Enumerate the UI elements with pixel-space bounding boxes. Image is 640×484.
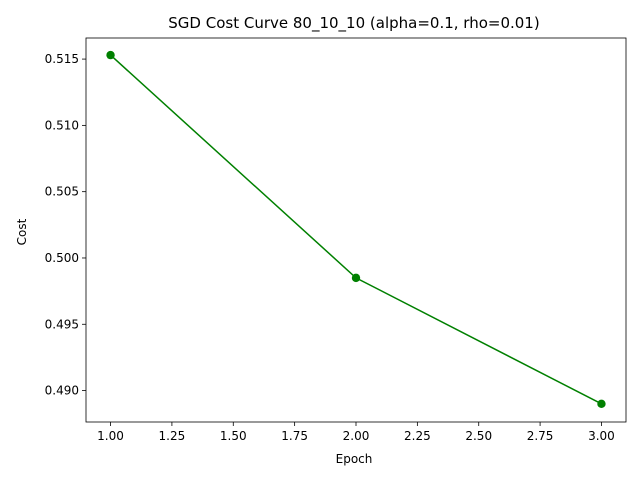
x-tick-label: 1.50 [220,429,247,443]
chart-title: SGD Cost Curve 80_10_10 (alpha=0.1, rho=… [168,14,539,33]
x-tick-label: 1.75 [281,429,308,443]
y-tick-label: 0.495 [45,317,79,331]
y-axis-label: Cost [15,218,29,245]
x-tick-label: 2.00 [343,429,370,443]
data-point [597,399,606,409]
y-tick-label: 0.490 [45,384,79,398]
x-tick-label: 3.00 [588,429,615,443]
x-tick-label: 2.50 [465,429,492,443]
x-axis-label: Epoch [336,452,373,466]
x-tick-label: 1.00 [97,429,124,443]
y-tick-label: 0.515 [45,52,79,66]
y-tick-label: 0.505 [45,185,79,199]
plot-area: 1.00 1.25 1.50 1.75 2.00 2.25 2.50 2.75 3.00 0.49… [45,37,627,443]
data-point [106,50,115,60]
y-tick-label: 0.500 [45,251,79,265]
y-tick-label: 0.510 [45,118,79,132]
data-point [351,273,361,283]
x-tick-label: 2.25 [404,429,431,443]
x-tick-label: 2.75 [527,429,554,443]
x-tick-label: 1.25 [159,429,186,443]
